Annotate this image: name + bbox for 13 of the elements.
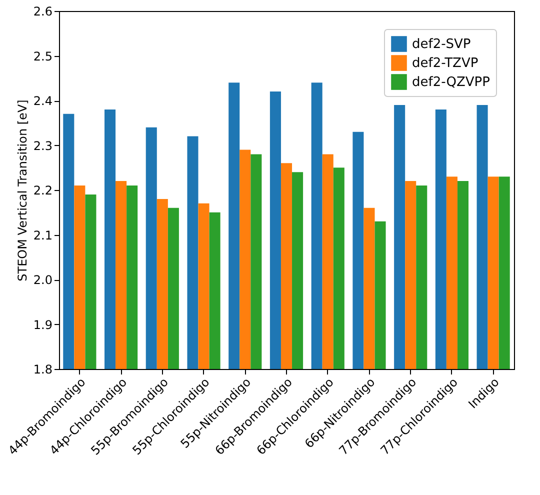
legend-label: def2-SVP: [412, 37, 471, 52]
y-axis-title: STEOM Vertical Transition [eV]: [15, 100, 30, 282]
y-tick-label: 2.4: [33, 94, 52, 108]
legend-label: def2-TZVP: [412, 56, 478, 71]
y-tick-label: 1.8: [33, 362, 52, 376]
legend-label: def2-QZVPP: [412, 75, 490, 90]
y-tick-label: 2.6: [33, 4, 52, 18]
y-tick-label: 2.1: [33, 228, 52, 242]
y-tick-label: 2.2: [33, 184, 52, 198]
y-tick-label: 2.3: [33, 138, 52, 153]
y-tick-label: 2.5: [33, 49, 52, 64]
y-tick-label: 2.0: [33, 273, 52, 287]
y-tick-label: 1.9: [33, 318, 52, 332]
